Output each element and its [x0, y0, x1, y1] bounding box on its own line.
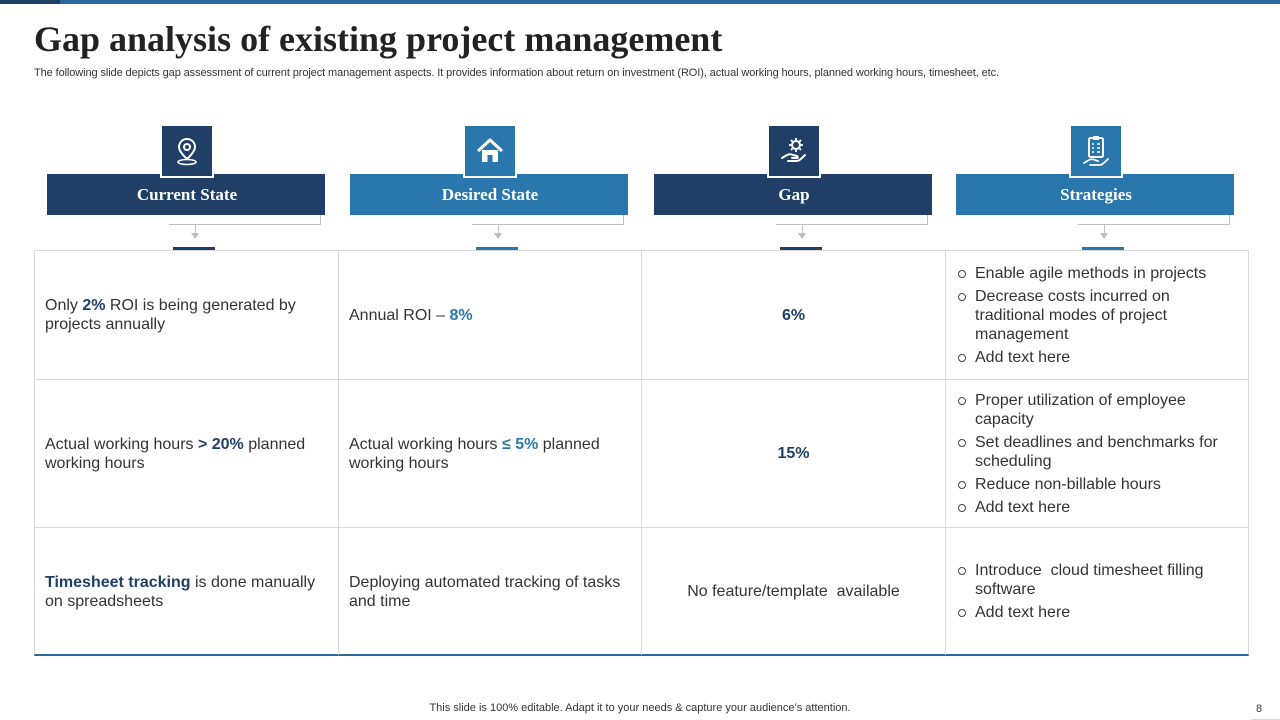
arrow-down-icon — [191, 233, 199, 239]
cell-desired-state: Actual working hours ≤ 5% planned workin… — [339, 380, 642, 527]
table-row: Timesheet tracking is done manually on s… — [35, 528, 1248, 655]
cell-gap: 6% — [642, 251, 946, 379]
bracket-stem — [195, 225, 196, 235]
header-edge — [325, 174, 328, 215]
header-tab — [173, 247, 215, 251]
list-item: Reduce non-billable hours — [956, 475, 1238, 494]
cell-current-state: Only 2% ROI is being generated by projec… — [35, 251, 339, 379]
hand-gear-icon — [767, 124, 821, 178]
cell-strategies: Enable agile methods in projects Decreas… — [946, 251, 1248, 379]
arrow-down-icon — [798, 233, 806, 239]
column-title-strategies: Strategies — [956, 174, 1236, 215]
column-header-gap: Gap — [654, 124, 935, 254]
cell-desired-state: Deploying automated tracking of tasks an… — [339, 528, 642, 655]
top-accent-bar — [0, 0, 1280, 4]
location-pin-icon — [160, 124, 214, 178]
slide-subtitle: The following slide depicts gap assessme… — [34, 67, 999, 79]
list-item: Proper utilization of employee capacity — [956, 391, 1238, 429]
header-edge — [932, 174, 935, 215]
bracket-stem — [498, 225, 499, 235]
slide-title: Gap analysis of existing project managem… — [34, 19, 723, 59]
top-accent-bar-dark — [0, 0, 60, 4]
bracket-stem — [1104, 225, 1105, 235]
clipboard-hand-icon — [1069, 124, 1123, 178]
cell-desired-state: Annual ROI – 8% — [339, 251, 642, 379]
cell-current-state: Actual working hours > 20% planned worki… — [35, 380, 339, 527]
header-tab — [780, 247, 822, 251]
list-item: Enable agile methods in projects — [956, 264, 1238, 283]
list-item: Decrease costs incurred on traditional m… — [956, 287, 1238, 344]
column-title-desired-state: Desired State — [350, 174, 630, 215]
column-title-current-state: Current State — [47, 174, 327, 215]
cell-current-state: Timesheet tracking is done manually on s… — [35, 528, 339, 655]
arrow-down-icon — [1100, 233, 1108, 239]
cell-strategies: Proper utilization of employee capacity … — [946, 380, 1248, 527]
cell-gap: No feature/template available — [642, 528, 946, 655]
list-item: Add text here — [956, 348, 1238, 367]
table-row: Actual working hours > 20% planned worki… — [35, 380, 1248, 528]
column-header-strategies: Strategies — [956, 124, 1237, 254]
bracket-stem — [802, 225, 803, 235]
header-tab — [476, 247, 518, 251]
page-number: 8 — [1256, 703, 1263, 715]
column-header-desired-state: Desired State — [350, 124, 631, 254]
cell-strategies: Introduce cloud timesheet filling softwa… — [946, 528, 1248, 655]
column-title-gap: Gap — [654, 174, 934, 215]
gap-analysis-table: Only 2% ROI is being generated by projec… — [34, 250, 1249, 656]
strategy-list: Introduce cloud timesheet filling softwa… — [956, 557, 1238, 626]
list-item: Add text here — [956, 603, 1238, 622]
list-item: Add text here — [956, 498, 1238, 517]
list-item: Set deadlines and benchmarks for schedul… — [956, 433, 1238, 471]
header-edge — [628, 174, 631, 215]
table-row: Only 2% ROI is being generated by projec… — [35, 251, 1248, 380]
cell-gap: 15% — [642, 380, 946, 527]
header-tab — [1082, 247, 1124, 251]
strategy-list: Enable agile methods in projects Decreas… — [956, 260, 1238, 371]
column-header-current-state: Current State — [47, 124, 328, 254]
list-item: Introduce cloud timesheet filling softwa… — [956, 561, 1238, 599]
home-icon — [463, 124, 517, 178]
header-edge — [1234, 174, 1237, 215]
arrow-down-icon — [494, 233, 502, 239]
strategy-list: Proper utilization of employee capacity … — [956, 387, 1238, 521]
footer-note: This slide is 100% editable. Adapt it to… — [429, 702, 851, 714]
